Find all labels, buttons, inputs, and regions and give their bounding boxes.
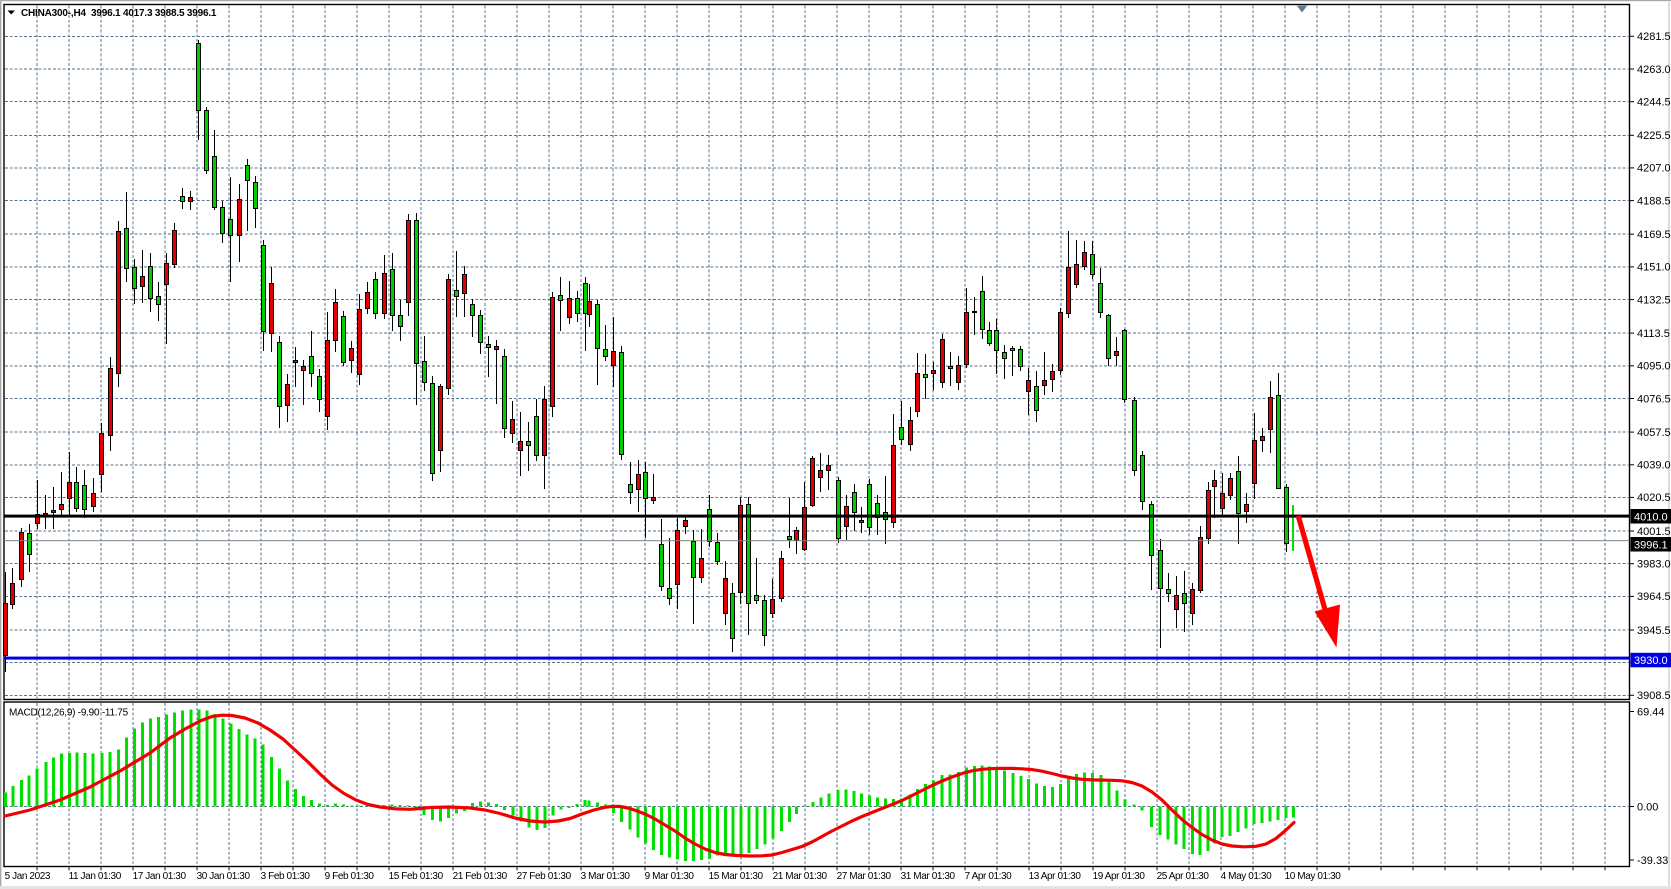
- svg-text:4010.0: 4010.0: [1634, 511, 1668, 523]
- svg-text:11 Jan 01:30: 11 Jan 01:30: [69, 871, 122, 882]
- svg-text:4169.5: 4169.5: [1637, 229, 1671, 241]
- svg-text:4001.5: 4001.5: [1637, 526, 1671, 538]
- svg-text:4095.0: 4095.0: [1637, 361, 1671, 373]
- svg-text:7 Apr 01:30: 7 Apr 01:30: [965, 871, 1013, 882]
- svg-text:4244.5: 4244.5: [1637, 97, 1671, 109]
- svg-text:4076.5: 4076.5: [1637, 393, 1671, 405]
- svg-text:31 Mar 01:30: 31 Mar 01:30: [901, 871, 956, 882]
- svg-text:25 Apr 01:30: 25 Apr 01:30: [1157, 871, 1210, 882]
- svg-text:3930.0: 3930.0: [1634, 655, 1668, 667]
- svg-text:4020.5: 4020.5: [1637, 492, 1671, 504]
- svg-text:CHINA300-,H4 3996.1 4017.3 39: CHINA300-,H4 3996.1 4017.3 3988.5 3996.1: [21, 8, 217, 19]
- svg-text:4225.5: 4225.5: [1637, 130, 1671, 142]
- svg-text:MACD(12,26,9) -9.90 -11.75: MACD(12,26,9) -9.90 -11.75: [9, 708, 129, 719]
- svg-text:4281.5: 4281.5: [1637, 31, 1671, 43]
- svg-text:4207.0: 4207.0: [1637, 163, 1671, 175]
- svg-text:4 May 01:30: 4 May 01:30: [1221, 871, 1272, 882]
- svg-text:4057.5: 4057.5: [1637, 427, 1671, 439]
- svg-text:17 Jan 01:30: 17 Jan 01:30: [133, 871, 187, 882]
- svg-text:3996.1: 3996.1: [1634, 539, 1668, 551]
- svg-text:0.00: 0.00: [1637, 801, 1658, 813]
- svg-text:3908.5: 3908.5: [1637, 690, 1671, 702]
- svg-text:4151.0: 4151.0: [1637, 262, 1671, 274]
- svg-text:21 Mar 01:30: 21 Mar 01:30: [773, 871, 828, 882]
- svg-text:3983.0: 3983.0: [1637, 559, 1671, 571]
- svg-text:4188.5: 4188.5: [1637, 195, 1671, 207]
- svg-text:3964.5: 3964.5: [1637, 591, 1671, 603]
- svg-text:9 Mar 01:30: 9 Mar 01:30: [645, 871, 695, 882]
- svg-text:4039.0: 4039.0: [1637, 460, 1671, 472]
- svg-text:13 Apr 01:30: 13 Apr 01:30: [1029, 871, 1082, 882]
- svg-text:21 Feb 01:30: 21 Feb 01:30: [453, 871, 508, 882]
- svg-text:10 May 01:30: 10 May 01:30: [1285, 871, 1342, 882]
- svg-text:15 Mar 01:30: 15 Mar 01:30: [709, 871, 764, 882]
- svg-text:19 Apr 01:30: 19 Apr 01:30: [1093, 871, 1146, 882]
- svg-text:3945.5: 3945.5: [1637, 625, 1671, 637]
- svg-text:15 Feb 01:30: 15 Feb 01:30: [389, 871, 444, 882]
- svg-text:4263.0: 4263.0: [1637, 64, 1671, 76]
- svg-text:30 Jan 01:30: 30 Jan 01:30: [197, 871, 251, 882]
- svg-text:3 Feb 01:30: 3 Feb 01:30: [261, 871, 311, 882]
- svg-text:4113.5: 4113.5: [1637, 328, 1670, 340]
- svg-text:69.44: 69.44: [1637, 706, 1665, 718]
- svg-text:3 Mar 01:30: 3 Mar 01:30: [581, 871, 631, 882]
- svg-text:9 Feb 01:30: 9 Feb 01:30: [325, 871, 375, 882]
- svg-text:5 Jan 2023: 5 Jan 2023: [5, 871, 51, 882]
- svg-text:27 Feb 01:30: 27 Feb 01:30: [517, 871, 572, 882]
- svg-text:-39.33: -39.33: [1637, 855, 1668, 867]
- svg-text:4132.5: 4132.5: [1637, 294, 1671, 306]
- svg-text:27 Mar 01:30: 27 Mar 01:30: [837, 871, 892, 882]
